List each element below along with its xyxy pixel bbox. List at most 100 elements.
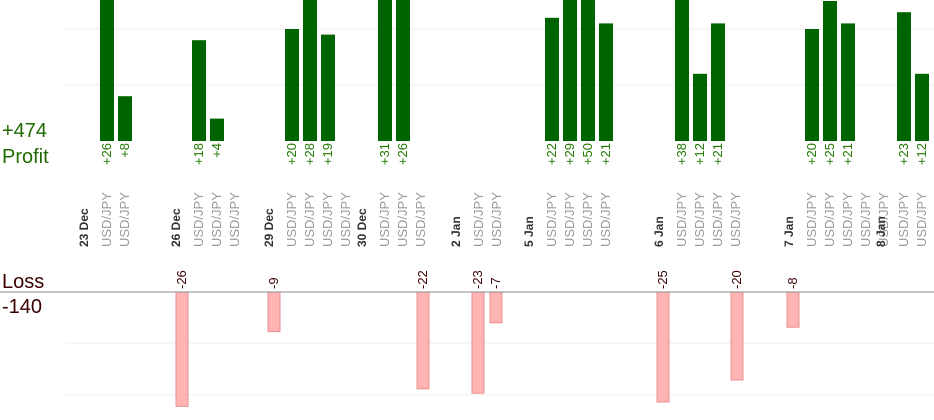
profit-bar (711, 23, 725, 141)
pair-label: USD/JPY (338, 192, 353, 247)
profit-bar (545, 17, 559, 141)
profit-value-label: +50 (580, 143, 595, 165)
loss-bar (471, 291, 485, 394)
date-label: 2 Jan (449, 216, 463, 247)
profit-value-label: +26 (395, 143, 410, 165)
pair-label: USD/JPY (840, 192, 855, 247)
date-axis: 23 Dec USD/JPY USD/JPY 26 Dec USD/JPY USD/JPY… (77, 192, 929, 247)
profit-bar (675, 0, 689, 141)
loss-value-label: -20 (729, 270, 744, 289)
loss-bar (267, 291, 281, 333)
pair-label: USD/JPY (580, 192, 595, 247)
pair-label: USD/JPY (914, 192, 929, 247)
pair-label: USD/JPY (395, 192, 410, 247)
profit-bar (805, 29, 819, 141)
loss-value-label: -25 (655, 270, 670, 289)
profit-bar (563, 0, 577, 141)
loss-value-label: -7 (488, 277, 503, 289)
pair-label: USD/JPY (692, 192, 707, 247)
profit-bar (396, 0, 410, 141)
pair-label: USD/JPY (191, 192, 206, 247)
pair-label: USD/JPY (209, 192, 224, 247)
profit-value-label: +25 (822, 143, 837, 165)
profit-value-label: +21 (598, 143, 613, 165)
profit-bar (285, 29, 299, 141)
profit-value-label: +21 (710, 143, 725, 165)
profit-bar (693, 73, 707, 141)
loss-bar (489, 291, 503, 324)
profit-value-label: +20 (284, 143, 299, 165)
profit-value-label: +31 (377, 143, 392, 165)
profit-bar (897, 12, 911, 142)
pair-label: USD/JPY (804, 192, 819, 247)
profit-bar (841, 23, 855, 141)
loss-bar (175, 291, 189, 407)
date-label: 5 Jan (522, 216, 536, 247)
pair-label: USD/JPY (489, 192, 504, 247)
date-label: 6 Jan (652, 216, 666, 247)
profit-bar (915, 73, 929, 141)
gridlines (65, 28, 934, 396)
date-label: 26 Dec (169, 208, 183, 247)
loss-label: Loss (2, 271, 44, 293)
pair-label: USD/JPY (876, 192, 891, 247)
pair-label: USD/JPY (598, 192, 613, 247)
loss-value-label: -9 (266, 277, 281, 289)
profit-value-label: +20 (804, 143, 819, 165)
pair-label: USD/JPY (117, 192, 132, 247)
pair-label: USD/JPY (99, 192, 114, 247)
profit-bar (378, 0, 392, 141)
profit-value-label: +8 (117, 143, 132, 158)
profit-label: Profit (2, 146, 49, 168)
loss-value-label: -26 (174, 270, 189, 289)
pair-label: USD/JPY (284, 192, 299, 247)
profit-bar (118, 96, 132, 141)
pair-label: USD/JPY (544, 192, 559, 247)
profit-value-label: +19 (320, 143, 335, 165)
pair-label: USD/JPY (227, 192, 242, 247)
pair-label: USD/JPY (562, 192, 577, 247)
profit-value-label: +38 (674, 143, 689, 165)
loss-value-label: -22 (415, 270, 430, 289)
profit-bar (823, 1, 837, 141)
loss-bar (730, 291, 744, 381)
pair-label: USD/JPY (858, 192, 873, 247)
pair-label: USD/JPY (320, 192, 335, 247)
pair-label: USD/JPY (710, 192, 725, 247)
bars (100, 0, 929, 407)
pair-label: USD/JPY (302, 192, 317, 247)
loss-bar (786, 291, 800, 328)
pair-label: USD/JPY (896, 192, 911, 247)
pair-label: USD/JPY (674, 192, 689, 247)
profit-bar (210, 118, 224, 141)
loss-value-label: -8 (785, 277, 800, 289)
profit-bar (100, 0, 114, 141)
pair-label: USD/JPY (413, 192, 428, 247)
profit-total: +474 (2, 120, 47, 142)
value-labels: +26 +8-26+18 +4-9+20 +28 +19 +31 +26-22 -23 -7+2… (99, 143, 929, 289)
pair-label: USD/JPY (728, 192, 743, 247)
profit-value-label: +29 (562, 143, 577, 165)
profit-value-label: +26 (99, 143, 114, 165)
date-label: 7 Jan (782, 216, 796, 247)
profit-bar (599, 23, 613, 141)
profit-value-label: +23 (896, 143, 911, 165)
date-label: 30 Dec (355, 208, 369, 247)
pair-label: USD/JPY (471, 192, 486, 247)
profit-bar (321, 34, 335, 141)
profit-value-label: +4 (209, 143, 224, 158)
profit-value-label: +22 (544, 143, 559, 165)
profit-bar (303, 0, 317, 141)
loss-value-label: -23 (470, 270, 485, 289)
loss-bar (656, 291, 670, 403)
date-label: 29 Dec (262, 208, 276, 247)
loss-total: -140 (2, 296, 42, 318)
profit-value-label: +28 (302, 143, 317, 165)
profit-value-label: +12 (914, 143, 929, 165)
date-label: 8 Jan (874, 216, 888, 247)
pair-label: USD/JPY (377, 192, 392, 247)
profit-value-label: +12 (692, 143, 707, 165)
profit-value-label: +18 (191, 143, 206, 165)
